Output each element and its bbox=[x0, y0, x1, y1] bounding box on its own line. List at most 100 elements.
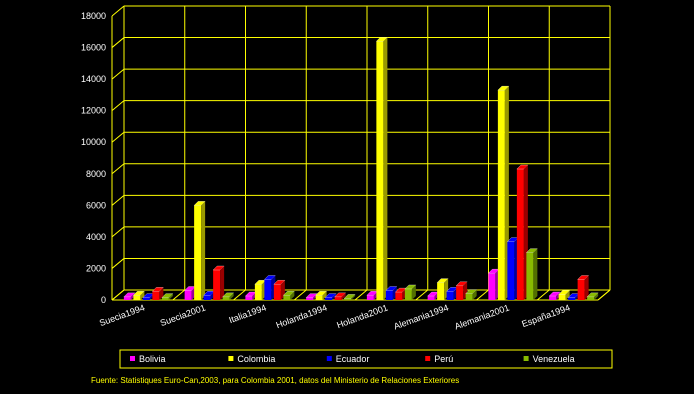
floor-edge bbox=[597, 289, 611, 301]
bar-front bbox=[488, 273, 496, 300]
x-category-label: Italia1994 bbox=[227, 302, 267, 325]
x-category-label: Holanda2001 bbox=[335, 302, 389, 330]
legend-swatch bbox=[326, 356, 332, 361]
bar-colombia-1 bbox=[193, 201, 206, 300]
bar-venezuela-1 bbox=[222, 292, 234, 300]
legend-item-venezuela: Venezuela bbox=[523, 354, 575, 364]
bar-front bbox=[366, 295, 374, 300]
bar-front bbox=[385, 290, 393, 300]
floor-line bbox=[354, 289, 368, 301]
bar-perú-6 bbox=[516, 164, 529, 300]
bar-front bbox=[325, 297, 333, 300]
legend-item-colombia: Colombia bbox=[228, 354, 275, 364]
gridline-side bbox=[111, 163, 125, 175]
legend-swatch bbox=[228, 356, 234, 361]
y-axis-tick-labels: 0 2000 4000 6000 8000 10000 12000 14000 16000 180… bbox=[81, 11, 106, 305]
bar-venezuela-4 bbox=[404, 284, 417, 300]
bar-front bbox=[376, 41, 384, 300]
bar-perú-0 bbox=[152, 287, 164, 300]
bar-ecuador-7 bbox=[567, 293, 580, 300]
bar-perú-1 bbox=[212, 265, 225, 300]
x-category-label: Suecia1994 bbox=[98, 302, 146, 328]
floor-line bbox=[172, 289, 186, 301]
bar-front bbox=[194, 205, 202, 300]
bar-front bbox=[526, 252, 534, 300]
bar-venezuela-0 bbox=[161, 293, 174, 300]
bar-front bbox=[222, 296, 230, 300]
bar-side bbox=[472, 289, 477, 300]
floor-line bbox=[415, 289, 429, 301]
bar-bolivia-5 bbox=[427, 291, 439, 300]
bar-perú-5 bbox=[455, 281, 468, 300]
bar-side bbox=[533, 248, 538, 300]
bar-ecuador-2 bbox=[264, 275, 276, 300]
bar-venezuela-2 bbox=[283, 291, 295, 300]
bar-bolivia-4 bbox=[366, 291, 379, 300]
x-category-label: Suecia2001 bbox=[159, 302, 207, 328]
bar-colombia-7 bbox=[558, 290, 570, 300]
legend-swatch bbox=[130, 356, 135, 361]
legend-box bbox=[119, 349, 613, 369]
gridline-side bbox=[111, 131, 125, 143]
bar-bolivia-6 bbox=[488, 269, 500, 300]
bar-side bbox=[594, 292, 599, 300]
bar-front bbox=[577, 279, 585, 300]
bar-side bbox=[322, 291, 327, 300]
legend-label: Ecuador bbox=[336, 354, 370, 364]
bar-bolivia-7 bbox=[548, 291, 561, 300]
x-category-label: Holanda1994 bbox=[275, 302, 329, 330]
y-tick-label: 12000 bbox=[81, 106, 106, 116]
bar-side bbox=[383, 37, 388, 300]
bar-colombia-5 bbox=[436, 278, 449, 300]
bar-side bbox=[351, 294, 356, 300]
bar-front bbox=[456, 285, 464, 300]
legend-item-ecuador: Ecuador bbox=[326, 354, 370, 364]
bar-ecuador-0 bbox=[142, 293, 155, 300]
y-tick-label: 2000 bbox=[86, 263, 106, 273]
bar-front bbox=[123, 296, 131, 300]
bar-venezuela-3 bbox=[343, 294, 356, 300]
bar-bolivia-1 bbox=[184, 286, 196, 300]
y-tick-label: 18000 bbox=[81, 11, 106, 21]
bar-front bbox=[264, 279, 272, 300]
bar-ecuador-4 bbox=[385, 286, 398, 300]
gridline-side bbox=[111, 258, 125, 269]
bar-perú-2 bbox=[273, 280, 286, 300]
bar-colombia-0 bbox=[133, 291, 145, 300]
x-axis-category-labels: Suecia1994 Suecia2001 Italia1994 Holanda199… bbox=[98, 302, 571, 331]
bar-side bbox=[565, 290, 570, 300]
bar-colombia-3 bbox=[315, 291, 327, 300]
bar-front bbox=[558, 294, 566, 300]
bar-perú-7 bbox=[577, 275, 589, 300]
y-tick-label: 8000 bbox=[86, 169, 106, 179]
chart-source-note: Fuente: Statistiques Euro-Can,2003, para… bbox=[91, 376, 460, 385]
y-tick-label: 10000 bbox=[81, 137, 106, 147]
gridline-side bbox=[111, 194, 125, 206]
y-tick-label: 4000 bbox=[86, 232, 106, 242]
bar-venezuela-6 bbox=[526, 248, 538, 300]
bar-ecuador-3 bbox=[324, 293, 337, 300]
bar-side bbox=[584, 275, 589, 300]
bar-side bbox=[411, 284, 416, 300]
bar-colombia-4 bbox=[376, 37, 388, 300]
bar-front bbox=[404, 288, 412, 300]
bar-front bbox=[427, 296, 435, 300]
legend-item-perú: Perú bbox=[425, 354, 453, 364]
bar-side bbox=[229, 292, 234, 300]
bar-colombia-2 bbox=[254, 280, 267, 300]
chart-legend: Bolivia Colombia Ecuador Perú Venezuela bbox=[119, 349, 613, 369]
legend-swatch bbox=[523, 356, 529, 361]
legend-item-bolivia: Bolivia bbox=[130, 354, 166, 364]
floor-line bbox=[233, 289, 246, 301]
bar-front bbox=[516, 169, 524, 300]
bar-ecuador-5 bbox=[446, 287, 458, 300]
bar-front bbox=[161, 297, 169, 300]
bar-bolivia-2 bbox=[245, 291, 257, 300]
bar-bolivia-3 bbox=[305, 293, 318, 300]
bar-front bbox=[437, 282, 445, 300]
bar-front bbox=[152, 291, 160, 300]
bar-side bbox=[220, 266, 225, 300]
bar-front bbox=[497, 90, 505, 301]
bar-front bbox=[549, 296, 557, 300]
